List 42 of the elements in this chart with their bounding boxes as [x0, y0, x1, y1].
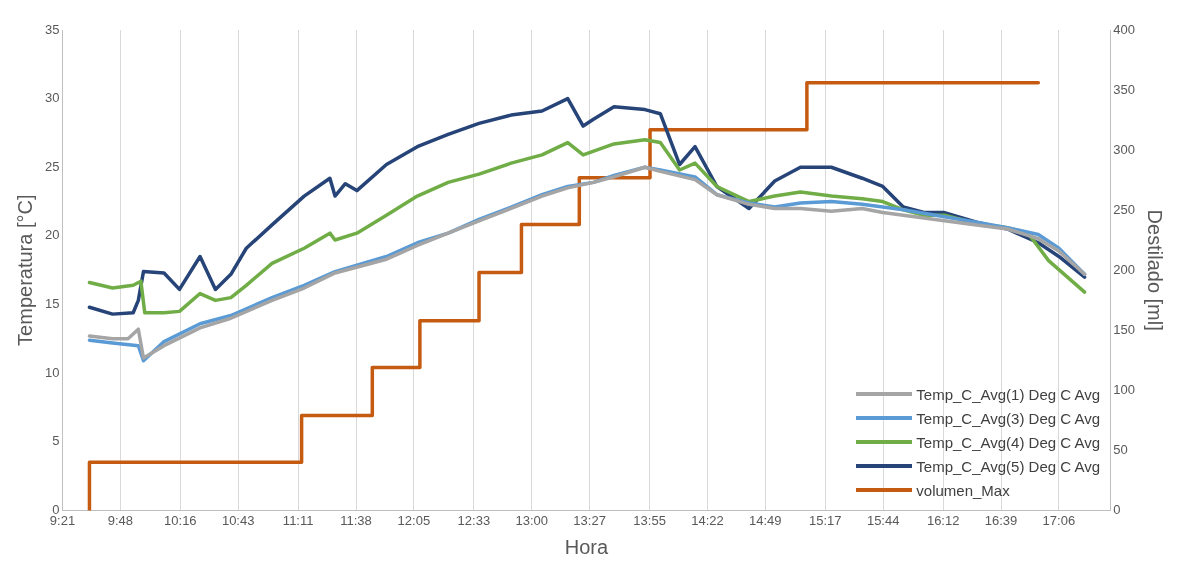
x-tick-label: 13:00	[515, 512, 549, 528]
x-tick-label: 16:39	[984, 512, 1018, 528]
y-tick-label: 30	[44, 90, 60, 106]
x-tick-label: 12:05	[397, 512, 431, 528]
y-tick-label: 10	[44, 364, 60, 380]
x-tick-label: 9:48	[107, 512, 133, 528]
y-axis-title: Temperatura [°C]	[13, 194, 36, 346]
y-tick-label: 15	[44, 296, 60, 312]
y2-tick-label: 350	[1113, 81, 1136, 97]
y2-tick-label: 400	[1113, 21, 1136, 37]
x-tick-label: 14:49	[749, 512, 782, 528]
legend-label: Temp_C_Avg(5) Deg C Avg	[916, 457, 1101, 475]
x-tick-label: 16:12	[926, 512, 960, 528]
x-tick-label: 13:27	[573, 512, 606, 528]
x-tick-label: 10:43	[221, 512, 255, 528]
y2-axis-title: Destilado [ml]	[1144, 209, 1167, 331]
y-tick-label: 0	[52, 501, 60, 517]
x-tick-label: 14:22	[691, 512, 724, 528]
y-tick-label: 20	[44, 227, 60, 243]
y2-tick-label: 0	[1113, 501, 1121, 517]
y2-tick-label: 100	[1113, 381, 1136, 397]
y2-tick-label: 250	[1113, 201, 1136, 217]
x-tick-label: 12:33	[457, 512, 491, 528]
x-tick-label: 15:17	[809, 512, 842, 528]
legend-label: Temp_C_Avg(1) Deg C Avg	[916, 385, 1101, 403]
y-tick-label: 35	[44, 21, 60, 37]
y-tick-label: 25	[44, 158, 60, 174]
x-tick-label: 11:11	[282, 512, 314, 528]
x-tick-label: 11:38	[340, 512, 372, 528]
y2-tick-label: 150	[1113, 321, 1136, 337]
y2-tick-label: 50	[1113, 441, 1128, 457]
y2-tick-label: 300	[1113, 141, 1136, 157]
legend-label: volumen_Max	[916, 481, 1010, 499]
y-tick-label: 5	[52, 433, 60, 449]
y2-tick-label: 200	[1113, 261, 1136, 277]
x-tick-label: 15:44	[866, 512, 900, 528]
legend-label: Temp_C_Avg(3) Deg C Avg	[916, 409, 1101, 427]
legend-label: Temp_C_Avg(4) Deg C Avg	[916, 433, 1101, 451]
x-axis-title: Hora	[564, 535, 609, 558]
x-tick-label: 10:16	[164, 512, 197, 528]
x-tick-label: 13:55	[633, 512, 666, 528]
x-tick-label: 17:06	[1042, 512, 1076, 528]
